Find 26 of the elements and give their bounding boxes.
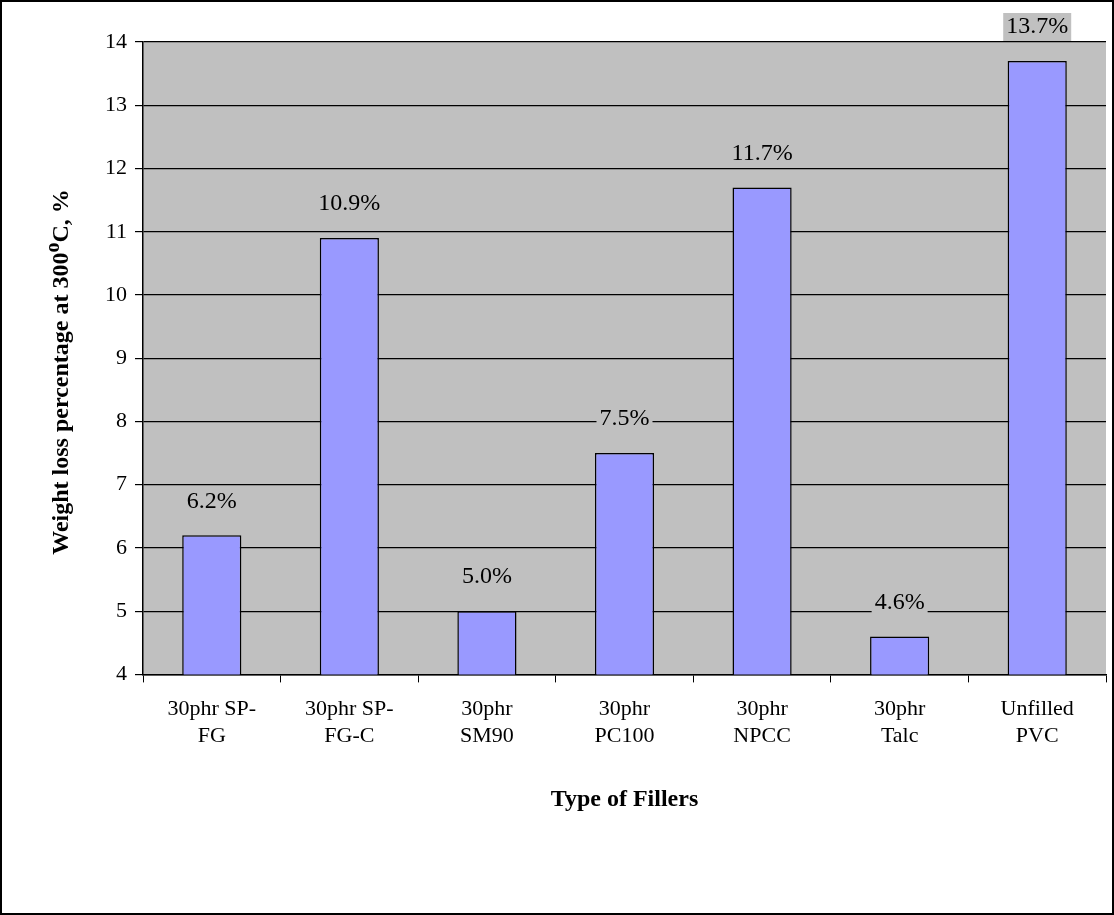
x-tick-label: 30phr NPCC: [733, 695, 791, 747]
y-tick-label: 7: [116, 470, 127, 496]
y-tick-label: 13: [105, 91, 127, 117]
x-axis-title: Type of Fillers: [550, 784, 699, 811]
data-label: 5.0%: [461, 562, 512, 589]
y-tick-label: 6: [116, 533, 127, 559]
x-tick-label: 30phr SP-FG: [167, 695, 257, 747]
x-tick-label: 30phr SM90: [460, 695, 514, 747]
y-tick-label: 11: [105, 217, 127, 243]
y-tick-label: 4: [116, 660, 127, 686]
y-tick-label: 9: [116, 343, 127, 369]
data-label: 7.5%: [599, 404, 650, 431]
data-label: 11.7%: [731, 138, 793, 165]
y-tick-label: 12: [105, 154, 127, 180]
y-tick-label: 5: [116, 596, 127, 622]
y-tick-label: 8: [116, 407, 127, 433]
y-tick-label: 14: [105, 27, 127, 53]
data-label: 10.9%: [318, 189, 381, 216]
x-tick-label: Unfilled PVC: [1000, 695, 1074, 747]
x-tick-label: 30phr Talc: [873, 695, 926, 747]
data-label: 13.7%: [1006, 12, 1069, 39]
y-tick-label: 10: [105, 280, 127, 306]
x-tick-label: 30phr SP-FG-C: [305, 695, 394, 747]
data-label: 4.6%: [874, 587, 925, 614]
data-label: 6.2%: [186, 486, 237, 513]
x-tick-label: 30phr PC100: [594, 695, 655, 747]
